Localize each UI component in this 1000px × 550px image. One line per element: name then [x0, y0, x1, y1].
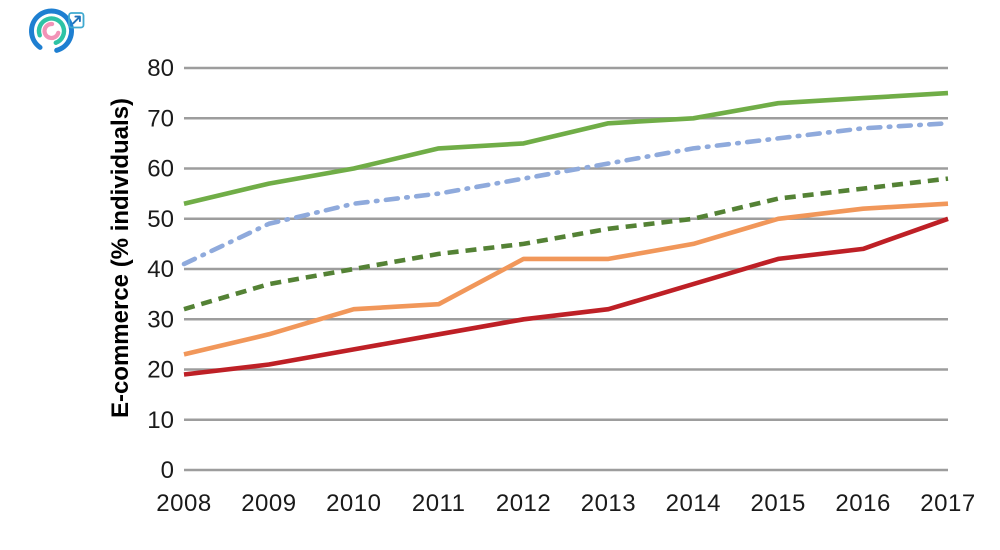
x-tick-label: 2014: [666, 490, 721, 517]
y-tick-label: 20: [147, 357, 174, 384]
y-tick-label: 60: [147, 156, 174, 183]
logo-outer-arc: [29, 8, 74, 53]
logo-middle-arc: [36, 16, 67, 45]
x-tick-label: 2008: [156, 490, 211, 517]
x-tick-label: 2009: [241, 490, 296, 517]
x-tick-label: 2011: [412, 490, 466, 517]
y-tick-label: 80: [147, 55, 174, 82]
y-tick-label: 0: [161, 457, 174, 484]
x-tick-labels: 2008 2009 2010 2011 2012 2013 2014 2015 2016 2017: [156, 490, 975, 517]
y-tick-label: 40: [147, 256, 174, 283]
series-line-green-solid-line: [183, 90, 949, 206]
series-line-orange-solid-line: [183, 201, 949, 357]
app-logo[interactable]: [18, 2, 114, 60]
y-axis-title: E-commerce (% individuals): [107, 98, 134, 418]
series-lines: [181, 90, 951, 377]
y-tick-label: 30: [147, 306, 174, 333]
external-link-icon[interactable]: [68, 12, 85, 29]
gridlines: [184, 66, 948, 472]
x-tick-label: 2013: [581, 490, 636, 517]
logo-inner-arc: [42, 21, 61, 41]
y-tick-label: 70: [147, 105, 174, 132]
x-tick-label: 2016: [835, 490, 890, 517]
series-line-red-solid-line: [183, 216, 949, 377]
y-tick-labels: 0 10 20 30 40 50 60 70 80: [147, 55, 174, 484]
series-line-blue-dash-dot-line: [181, 121, 951, 267]
external-link-box: [68, 12, 85, 29]
x-tick-label: 2010: [326, 490, 381, 517]
y-tick-label: 10: [147, 407, 174, 434]
x-tick-label: 2012: [496, 490, 551, 517]
series-line-green-dashed-line: [183, 176, 949, 312]
x-tick-label: 2017: [920, 490, 975, 517]
external-link-arrow: [72, 15, 81, 25]
y-tick-label: 50: [147, 206, 174, 233]
x-tick-label: 2015: [751, 490, 806, 517]
concentric-arcs-logo[interactable]: [29, 8, 74, 53]
